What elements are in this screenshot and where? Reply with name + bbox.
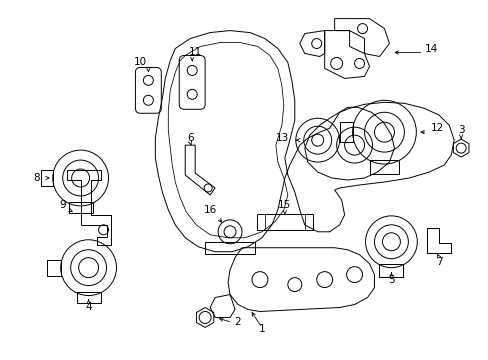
Text: 1: 1 (258, 324, 264, 334)
Text: 12: 12 (430, 123, 443, 133)
Text: 6: 6 (186, 133, 193, 143)
Text: 11: 11 (188, 48, 202, 58)
Text: 15: 15 (278, 200, 291, 210)
Text: 16: 16 (203, 205, 216, 215)
Text: 13: 13 (276, 133, 289, 143)
Text: 8: 8 (33, 173, 40, 183)
Text: 9: 9 (59, 200, 66, 210)
Text: 7: 7 (435, 257, 442, 267)
Text: 3: 3 (457, 125, 464, 135)
Text: 4: 4 (85, 302, 92, 311)
Text: 10: 10 (134, 58, 147, 67)
Text: 2: 2 (234, 318, 241, 328)
Text: 5: 5 (387, 275, 394, 285)
Text: 14: 14 (424, 44, 437, 54)
